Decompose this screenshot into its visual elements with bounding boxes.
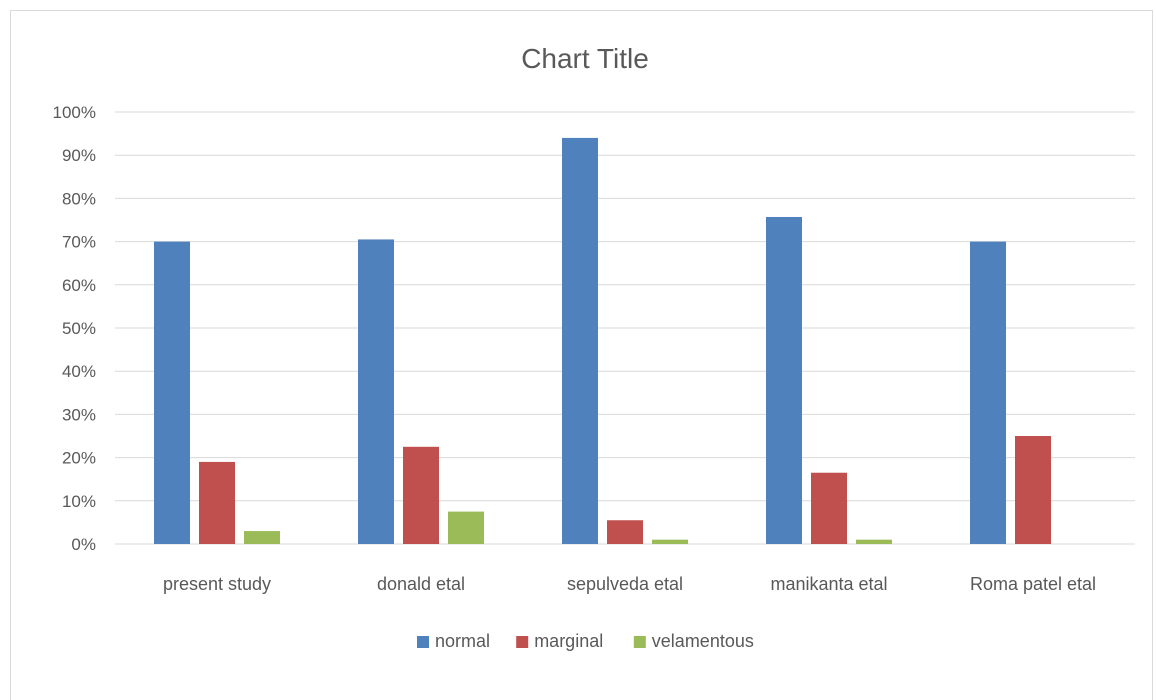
legend-swatch-velamentous: [633, 636, 646, 648]
bar-marginal: [811, 472, 847, 544]
y-tick-label: 0%: [71, 535, 96, 554]
legend-swatch-marginal: [516, 636, 529, 648]
x-axis-categories: present study donald etal sepulveda etal ma…: [163, 574, 1096, 594]
legend-label-velamentous: velamentous: [652, 631, 754, 651]
y-axis-ticks: 0% 10% 20% 30% 40% 50% 60% 70% 80% 90% 100%: [53, 103, 96, 554]
x-category-label: manikanta etal: [770, 574, 887, 594]
x-category-label: present study: [163, 574, 271, 594]
bars: [154, 137, 1051, 545]
y-tick-label: 40%: [62, 362, 96, 381]
y-tick-label: 80%: [62, 189, 96, 208]
bar-velamentous: [856, 539, 892, 544]
chart-title: Chart Title: [521, 43, 649, 74]
bar-marginal: [403, 446, 439, 544]
legend-label-marginal: marginal: [534, 631, 603, 651]
bar-velamentous: [244, 531, 280, 544]
bar-marginal: [607, 520, 643, 544]
bar-normal: [154, 241, 190, 544]
bar-normal: [358, 239, 394, 544]
y-tick-label: 50%: [62, 319, 96, 338]
x-category-label: sepulveda etal: [567, 574, 683, 594]
y-tick-label: 100%: [53, 103, 96, 122]
bar-velamentous: [448, 511, 484, 544]
y-tick-label: 60%: [62, 276, 96, 295]
legend-swatch-normal: [417, 636, 429, 648]
bar-chart: Chart Title 0% 10% 20% 30% 40% 50% 60% 70% 80% 90…: [53, 43, 1135, 651]
y-tick-label: 10%: [62, 492, 96, 511]
y-tick-label: 70%: [62, 233, 96, 252]
y-tick-label: 30%: [62, 405, 96, 424]
bar-velamentous: [652, 539, 688, 544]
bar-marginal: [199, 461, 235, 544]
y-tick-label: 20%: [62, 449, 96, 468]
bar-normal: [562, 137, 598, 545]
y-tick-label: 90%: [62, 146, 96, 165]
x-category-label: donald etal: [377, 574, 465, 594]
bar-normal: [766, 216, 802, 544]
legend-label-normal: normal: [435, 631, 490, 651]
bar-marginal: [1015, 436, 1051, 544]
x-category-label: Roma patel etal: [970, 574, 1096, 594]
bar-normal: [970, 241, 1006, 544]
legend: normal marginal velamentous: [417, 631, 754, 651]
